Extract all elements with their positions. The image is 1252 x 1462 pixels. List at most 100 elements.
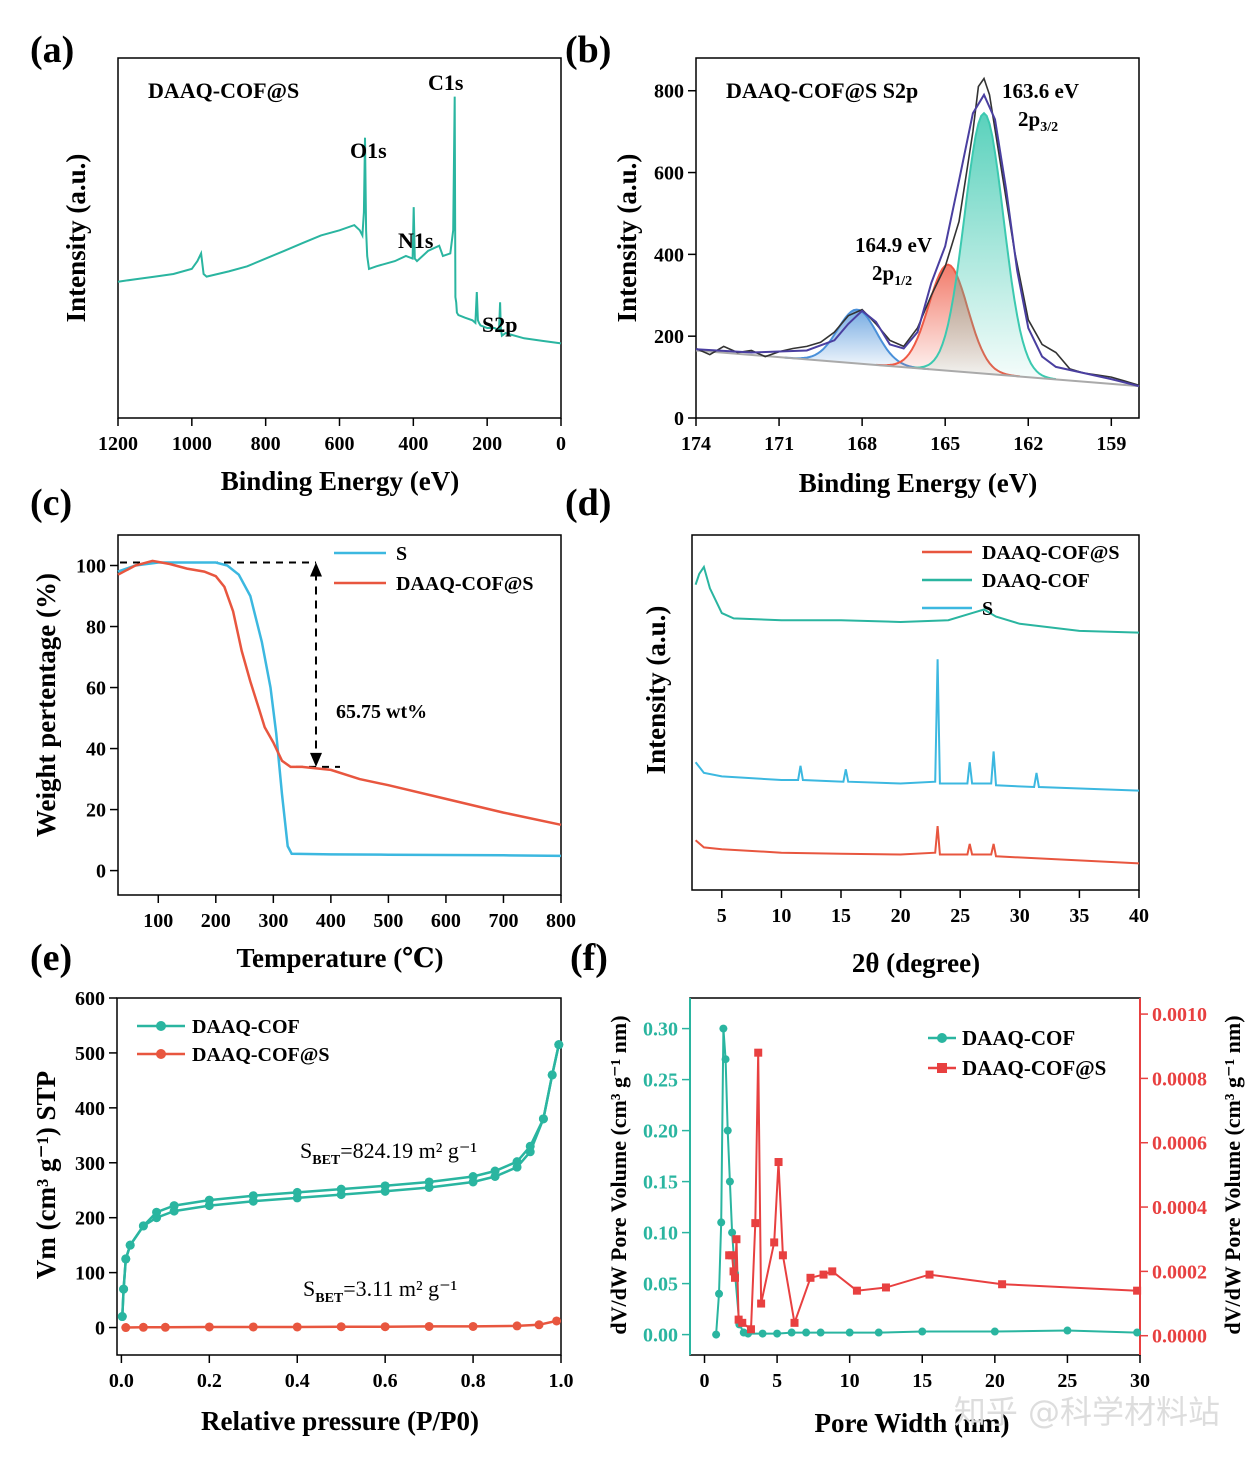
panel-f-point-cofs bbox=[881, 1283, 890, 1292]
panel-c-ytick-label: 80 bbox=[86, 617, 106, 639]
panel-f-xtick-label: 5 bbox=[772, 1370, 782, 1392]
panel-f-point-cofs bbox=[998, 1280, 1007, 1289]
panel-e-point-cofs bbox=[204, 1322, 214, 1332]
panel-b-ytick-label: 0 bbox=[674, 408, 684, 430]
panel-f-point-cof bbox=[728, 1228, 737, 1237]
panel-e-ytick-label: 200 bbox=[75, 1208, 105, 1230]
panel-e-point-cof bbox=[292, 1187, 302, 1197]
panel-c-legend-s: S bbox=[396, 543, 407, 565]
panel-a-xtick-label: 400 bbox=[398, 433, 428, 455]
panel-f-xtick-label: 0 bbox=[700, 1370, 710, 1392]
panel-f-line-daaq-cof-s bbox=[729, 1052, 1138, 1332]
panel-f-point-cof bbox=[717, 1218, 726, 1227]
panel-f-xtick-label: 10 bbox=[840, 1370, 860, 1392]
panel-d-xtick-label: 40 bbox=[1129, 905, 1149, 927]
panel-e-frame bbox=[116, 997, 562, 1356]
panel-f-point-cof bbox=[802, 1328, 811, 1337]
panel-e-point-cofs bbox=[468, 1321, 478, 1331]
panel-e-point-cof bbox=[468, 1172, 478, 1181]
panel-e-point-cof bbox=[119, 1284, 129, 1294]
panel-f-point-cofs bbox=[731, 1273, 739, 1282]
panel-e-point-cof bbox=[125, 1240, 135, 1250]
panel-b-peak-line-2p3-2 bbox=[912, 111, 1057, 381]
panel-e-xtick-label: 0.2 bbox=[197, 1370, 222, 1392]
panel-c-legend-cofs: DAAQ-COF@S bbox=[396, 573, 534, 595]
panel-f-point-cof bbox=[721, 1055, 730, 1064]
panel-c-ylabel: Weight pertentage (%) bbox=[31, 573, 61, 837]
panel-f-right-ytick-label: 0.0004 bbox=[1152, 1197, 1207, 1219]
panel-e-point-cof bbox=[512, 1157, 522, 1167]
panel-f-point-cof bbox=[723, 1126, 732, 1135]
panel-b-ytick-label: 600 bbox=[654, 163, 684, 185]
panel-e-point-cof bbox=[380, 1181, 390, 1191]
panel-c: (c) 100 200 300 400 500 600 700 800020406080100… bbox=[30, 482, 576, 973]
panel-e-point-cof bbox=[547, 1070, 557, 1080]
panel-c-ytick-label: 40 bbox=[86, 739, 106, 761]
panel-f-point-cof bbox=[1063, 1326, 1072, 1335]
panel-f-ytick-label: 0.15 bbox=[643, 1172, 678, 1194]
panel-e-ytick-label: 300 bbox=[75, 1153, 105, 1175]
panel-e-legend-cof: DAAQ-COF bbox=[192, 1016, 300, 1038]
panel-f-point-cof bbox=[719, 1024, 728, 1033]
panel-a-ylabel: Intensity (a.u.) bbox=[61, 154, 91, 323]
panel-a-xlabel: Binding Energy (eV) bbox=[221, 466, 460, 496]
panel-d-legend-s: S bbox=[982, 598, 993, 620]
panel-e-xtick-label: 0.6 bbox=[373, 1370, 398, 1392]
panel-b-xtick-label: 165 bbox=[930, 433, 960, 455]
panel-c-frame bbox=[117, 534, 562, 896]
panel-f-point-cofs bbox=[806, 1273, 815, 1282]
annotation-o1s: O1s bbox=[350, 138, 387, 163]
annotation-2p12: 2p1/2 bbox=[872, 261, 912, 289]
panel-d-xtick-label: 30 bbox=[1010, 905, 1030, 927]
panel-a-xtick-label: 200 bbox=[472, 433, 502, 455]
panel-b-xtick-label: 171 bbox=[764, 433, 794, 455]
panel-e-point-cof bbox=[538, 1114, 548, 1124]
panel-f-ytick-label: 0.00 bbox=[643, 1325, 678, 1347]
panel-f-legend-cof: DAAQ-COF bbox=[962, 1026, 1075, 1050]
panel-c-xtick-label: 200 bbox=[201, 910, 231, 932]
panel-e-point-cof bbox=[152, 1207, 162, 1217]
panel-c-xtick-label: 500 bbox=[373, 910, 403, 932]
panel-e-ytick-label: 400 bbox=[75, 1098, 105, 1120]
panel-c-xlabel: Temperature (℃) bbox=[236, 943, 443, 973]
panel-b-ytick-label: 400 bbox=[654, 244, 684, 266]
panel-f-legend-cofs: DAAQ-COF@S bbox=[962, 1056, 1106, 1080]
panel-e-point-cof bbox=[204, 1195, 214, 1205]
panel-b-peak-fill-2p3-2 bbox=[912, 113, 1056, 380]
annotation-2p32: 2p3/2 bbox=[1018, 107, 1058, 135]
panel-e-xtick-label: 0.4 bbox=[285, 1370, 310, 1392]
panel-b-ylabel: Intensity (a.u.) bbox=[612, 154, 642, 323]
panel-c-arrow-head-bottom bbox=[310, 752, 322, 767]
panel-f-xlabel: Pore Width (nm) bbox=[814, 1408, 1009, 1438]
panel-c-xtick-label: 100 bbox=[143, 910, 173, 932]
panel-e-point-cofs bbox=[380, 1322, 390, 1332]
panel-f-point-cof bbox=[874, 1328, 883, 1337]
panel-f-point-cofs bbox=[778, 1251, 787, 1260]
annotation-s2p: S2p bbox=[482, 312, 517, 337]
panel-e-annotation-bet-cof: SBET=824.19 m² g⁻¹ bbox=[300, 1138, 477, 1168]
panel-f-point-cof bbox=[918, 1327, 927, 1336]
panel-a-xtick-label: 0 bbox=[556, 433, 566, 455]
panel-a-xtick-label: 800 bbox=[251, 433, 281, 455]
panel-f-point-cofs bbox=[738, 1318, 747, 1327]
panel-f-ytick-label: 0.05 bbox=[643, 1274, 678, 1296]
panel-e-ticks: 0.0 0.2 0.4 0.6 0.8 1.0 0 100 200 300 400 500 600 bbox=[75, 988, 574, 1392]
panel-e-point-cofs bbox=[552, 1316, 562, 1326]
panel-c-line-daaq-cof-s bbox=[117, 559, 562, 827]
panel-b-fit-line bbox=[695, 92, 1140, 388]
panel-b-ytick-label: 800 bbox=[654, 81, 684, 103]
panel-d-label: (d) bbox=[565, 482, 611, 524]
panel-f-point-cof bbox=[816, 1328, 825, 1337]
panel-e-ytick-label: 500 bbox=[75, 1043, 105, 1065]
panel-f-ytick-label: 0.10 bbox=[643, 1223, 678, 1245]
panel-b-xtick-label: 162 bbox=[1013, 433, 1043, 455]
panel-f-ytick-label: 0.30 bbox=[643, 1019, 678, 1041]
panel-d-xlabel: 2θ (degree) bbox=[852, 948, 980, 978]
panel-e-point-cofs bbox=[248, 1322, 258, 1332]
panel-e-point-cof bbox=[336, 1184, 346, 1194]
panel-a-survey-line bbox=[117, 96, 562, 345]
panel-e-point-cof bbox=[169, 1201, 179, 1211]
panel-d-legend-cofs: DAAQ-COF@S bbox=[982, 542, 1120, 564]
panel-b-raw-line bbox=[695, 76, 1140, 387]
